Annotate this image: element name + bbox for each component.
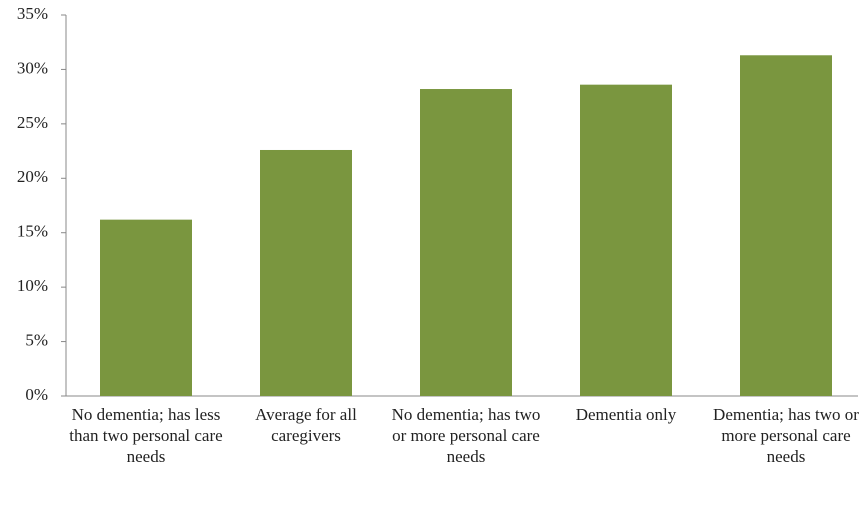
bar	[100, 219, 192, 396]
bar	[740, 55, 832, 397]
y-tick-label: 10%	[17, 276, 48, 295]
bar	[580, 84, 672, 396]
bar	[260, 149, 352, 396]
x-tick-label: Dementia only	[575, 405, 677, 424]
y-tick-label: 35%	[17, 4, 48, 23]
y-tick-label: 0%	[25, 385, 48, 404]
x-tick-label: Dementia; has two or more personal care …	[713, 405, 859, 466]
y-tick-label: 30%	[17, 58, 48, 77]
bar	[420, 89, 512, 396]
x-tick-label: No dementia; has less than two personal …	[69, 405, 223, 466]
y-tick-label: 5%	[25, 330, 48, 349]
x-tick-label: No dementia; has two or more personal ca…	[391, 405, 541, 466]
x-tick-label: Average for all caregivers	[255, 405, 357, 445]
y-tick-label: 20%	[17, 167, 48, 186]
y-tick-label: 25%	[17, 113, 48, 132]
y-tick-label: 15%	[17, 222, 48, 241]
